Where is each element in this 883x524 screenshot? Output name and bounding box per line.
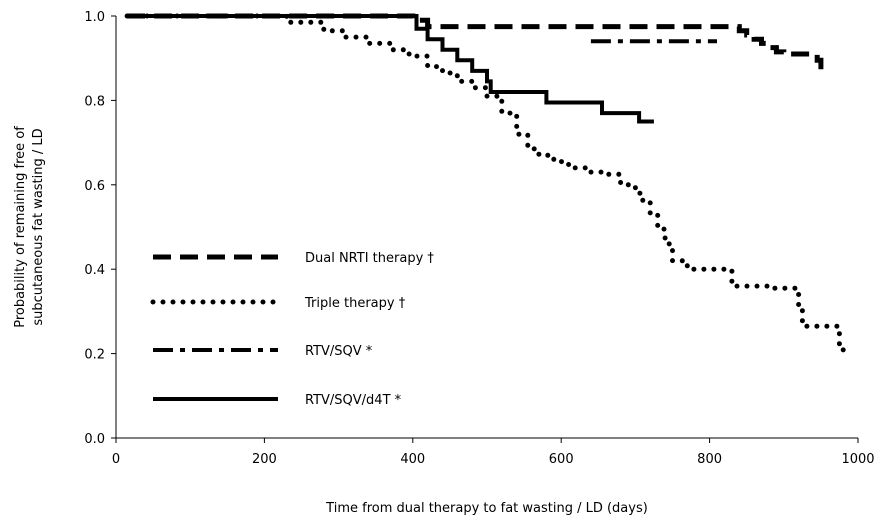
series-line-solid [127,14,654,124]
y-axis-title: Probability of remaining free of subcuta… [13,126,46,328]
x-tick-label: 400 [400,452,425,467]
y-tick-label: 0.8 [84,94,105,109]
y-tick-label: 0.2 [84,348,105,363]
legend-label: Dual NRTI therapy † [305,251,434,266]
y-axis-title-line-1: Probability of remaining free of [13,126,28,328]
series-line-dashed [127,13,824,73]
y-ticks: 0.0 0.2 0.4 0.6 0.8 1.0 [84,10,116,447]
series-layer [124,13,846,359]
y-tick-label: 0.6 [84,179,105,194]
axes [115,16,858,439]
x-tick-label: 0 [112,452,120,467]
y-tick-label: 1.0 [84,10,105,25]
y-tick-label: 0.4 [84,263,105,278]
series-line-dotted [124,13,846,359]
x-tick-label: 1000 [841,452,874,467]
y-axis-title-line-2: subcutaneous fat wasting / LD [31,128,46,325]
x-ticks: 0 200 400 600 800 1000 [112,438,875,467]
legend-label: RTV/SQV/d4T * [305,393,402,408]
legend-label: RTV/SQV * [305,344,373,359]
y-tick-label: 0.0 [84,432,105,447]
x-tick-label: 800 [697,452,722,467]
legend-label: Triple therapy † [304,296,406,311]
legend: Dual NRTI therapy † Triple therapy † RTV/S… [150,251,434,408]
x-axis-title: Time from dual therapy to fat wasting / … [325,501,648,516]
x-tick-label: 600 [549,452,574,467]
x-tick-label: 200 [252,452,277,467]
